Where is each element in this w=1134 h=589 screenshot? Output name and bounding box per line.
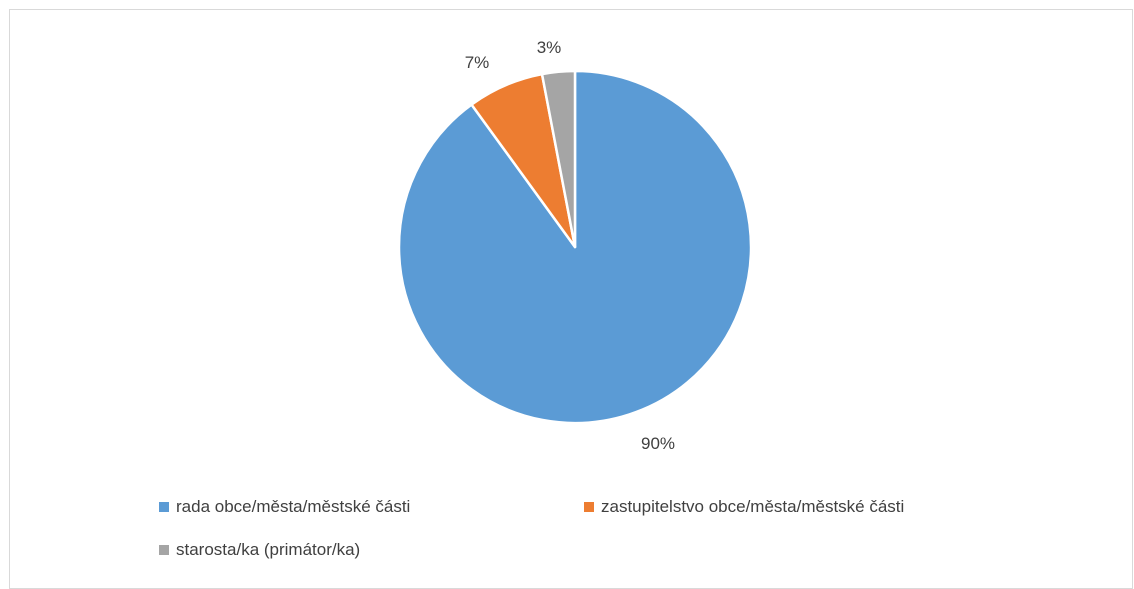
legend-swatch-zastupitelstvo (584, 502, 594, 512)
legend-label-rada: rada obce/města/městské části (176, 497, 411, 516)
legend-item-rada: rada obce/města/městské části (159, 497, 410, 517)
legend-label-zastupitelstvo: zastupitelstvo obce/města/městské části (601, 497, 905, 516)
legend-swatch-starosta (159, 545, 169, 555)
legend-label-starosta: starosta/ka (primátor/ka) (176, 540, 361, 559)
legend-item-zastupitelstvo: zastupitelstvo obce/města/městské části (584, 497, 904, 517)
data-label-rada: 90% (641, 434, 675, 453)
pie-slice-rada (397, 69, 753, 425)
data-label-starosta: 3% (537, 38, 562, 57)
legend-swatch-rada (159, 502, 169, 512)
data-label-zastupitelstvo: 7% (465, 53, 490, 72)
pie-slices (397, 69, 753, 425)
legend-item-starosta: starosta/ka (primátor/ka) (159, 540, 360, 560)
pie-slice-starosta (540, 69, 577, 249)
pie-data-labels: 90% 7% 3% (465, 38, 675, 453)
